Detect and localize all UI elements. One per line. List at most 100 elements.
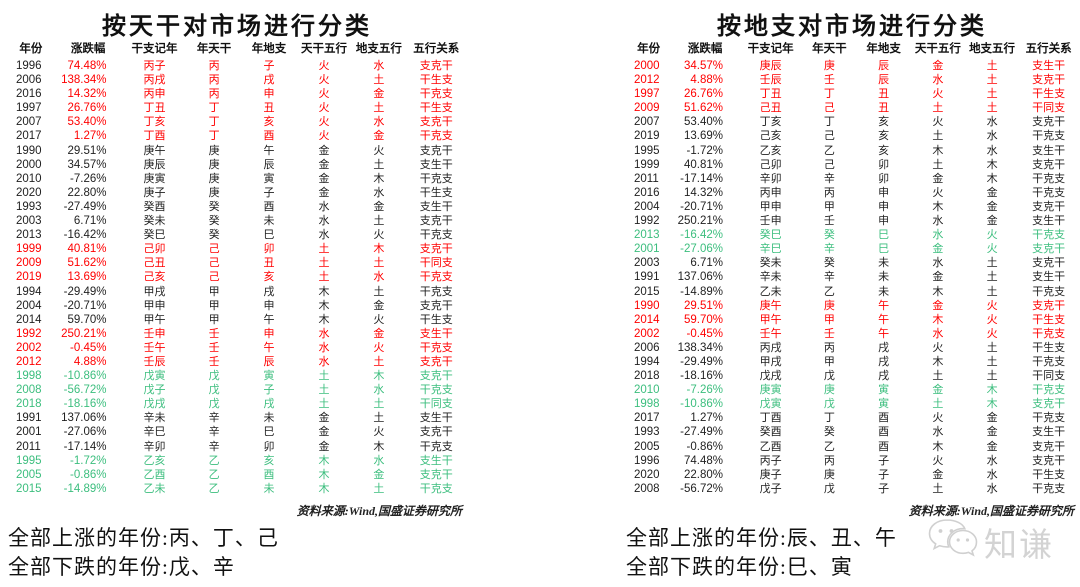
table-cell: 土 bbox=[986, 257, 998, 270]
year-cell: 2018 bbox=[16, 398, 42, 411]
table-cell: 辛 bbox=[823, 271, 835, 284]
table-cell: 己 bbox=[823, 102, 835, 115]
table-cell: 木 bbox=[932, 440, 944, 453]
table-cell: 火 bbox=[986, 243, 998, 256]
table-cell: 己亥 bbox=[143, 271, 166, 284]
table-cell: 辛卯 bbox=[759, 172, 782, 185]
table-cell: 庚午 bbox=[143, 144, 166, 157]
year-cell: 2005 bbox=[634, 440, 660, 453]
table-row: 2019 13.69% 己亥己亥土水干克支 bbox=[8, 270, 466, 284]
table-cell: 支生干 bbox=[419, 158, 453, 171]
all-down-years-note: 全部下跌的年份:戊、辛 bbox=[8, 555, 235, 579]
table-cell: 支克干 bbox=[419, 370, 453, 383]
table-row: 2008 -56.72% 戊子戊子土水干克支 bbox=[8, 383, 466, 397]
year-cell: 1991 bbox=[634, 271, 660, 284]
table-cell: 土 bbox=[373, 355, 385, 368]
table-row: 1998 -10.86% 戊寅戊寅土木支克干 bbox=[8, 369, 466, 383]
table-cell: 支克干 bbox=[419, 243, 453, 256]
table-cell: 支克干 bbox=[419, 426, 453, 439]
table-cell: 土 bbox=[373, 102, 385, 115]
table-row: 1997 26.76% 丁丑丁丑火土干生支 bbox=[8, 101, 466, 115]
year-cell: 1996 bbox=[16, 60, 42, 72]
table-cell: 干克支 bbox=[1032, 355, 1066, 368]
table-cell: 支克干 bbox=[1032, 454, 1066, 467]
table-cell: 亥 bbox=[263, 271, 275, 284]
year-cell: 1995 bbox=[16, 454, 42, 467]
table-cell: 木 bbox=[932, 313, 944, 326]
year-cell: 2005 bbox=[16, 468, 42, 481]
table-cell: 酉 bbox=[263, 468, 275, 481]
table-cell: 金 bbox=[932, 299, 944, 312]
table-cell: 土 bbox=[373, 398, 385, 411]
table-cell: 土 bbox=[373, 158, 385, 171]
table-cell: -56.72% bbox=[63, 384, 107, 397]
table-cell: 干克支 bbox=[419, 88, 453, 101]
table-cell: 支克干 bbox=[1032, 74, 1066, 87]
table-cell: 卯 bbox=[878, 158, 890, 171]
table-cell: 亥 bbox=[878, 144, 890, 157]
table-row: 1998 -10.86% 戊寅戊寅土木支克干 bbox=[626, 397, 1078, 411]
table-cell: 申 bbox=[263, 299, 275, 312]
table-row: 2000 34.57% 庚辰庚辰金土支生干 bbox=[626, 59, 1078, 73]
year-cell: 2012 bbox=[16, 355, 42, 368]
table-cell: 水 bbox=[373, 186, 385, 199]
table-cell: 支生干 bbox=[1032, 215, 1066, 228]
table-cell: 29.51% bbox=[683, 299, 723, 312]
table-cell: 13.69% bbox=[683, 130, 723, 143]
table-cell: -7.26% bbox=[70, 172, 107, 185]
table-cell: 己亥 bbox=[759, 130, 782, 143]
watermark-text: 知谦 bbox=[984, 527, 1054, 564]
table-cell: 土 bbox=[373, 482, 385, 495]
table-cell: 土 bbox=[986, 341, 998, 354]
table-cell: 己 bbox=[208, 243, 220, 256]
table-cell: 子 bbox=[878, 482, 890, 495]
table-cell: 乙亥 bbox=[759, 144, 782, 157]
table-row: 2019 13.69% 己亥己亥土水干克支 bbox=[626, 129, 1078, 143]
table-cell: 乙 bbox=[823, 440, 835, 453]
col-header-stem: 年天干 bbox=[196, 43, 232, 55]
table-cell: 土 bbox=[373, 412, 385, 425]
table-cell: 6.71% bbox=[73, 215, 107, 228]
table-cell: 己丑 bbox=[759, 102, 782, 115]
table-cell: 亥 bbox=[263, 454, 275, 467]
table-row: 2011 -17.14% 辛卯辛卯金木干克支 bbox=[8, 440, 466, 454]
year-cell: 1990 bbox=[634, 299, 660, 312]
table-cell: 土 bbox=[932, 398, 944, 411]
table-cell: 癸 bbox=[823, 257, 835, 270]
table-cell: 戊 bbox=[208, 398, 220, 411]
table-row: 1993 -27.49% 癸酉癸酉水金支生干 bbox=[8, 200, 466, 214]
table-row: 1997 26.76% 丁丑丁丑火土干生支 bbox=[626, 87, 1078, 101]
table-row: 2005 -0.86% 乙酉乙酉木金支克干 bbox=[626, 440, 1078, 454]
table-cell: 己卯 bbox=[759, 158, 782, 171]
table-cell: 午 bbox=[263, 341, 275, 354]
table-cell: 金 bbox=[986, 440, 998, 453]
table-cell: -27.06% bbox=[680, 243, 723, 256]
table-cell: 戌 bbox=[878, 355, 890, 368]
table-cell: 乙未 bbox=[759, 285, 782, 298]
table-cell: 辛 bbox=[823, 172, 835, 185]
year-cell: 1994 bbox=[634, 355, 660, 368]
table-cell: 支生干 bbox=[419, 412, 453, 425]
table-cell: 火 bbox=[986, 299, 998, 312]
table-cell: 戊 bbox=[823, 482, 835, 495]
year-cell: 2002 bbox=[16, 341, 42, 354]
year-cell: 2014 bbox=[634, 313, 660, 326]
table-cell: 戊子 bbox=[143, 384, 166, 397]
col-header-relation: 五行关系 bbox=[1025, 43, 1072, 55]
table-cell: 木 bbox=[318, 285, 330, 298]
year-cell: 1999 bbox=[16, 243, 42, 256]
table-cell: 寅 bbox=[263, 370, 275, 383]
table-cell: 土 bbox=[932, 370, 944, 383]
table-cell: 土 bbox=[373, 257, 385, 270]
table-cell: 庚子 bbox=[143, 186, 166, 199]
table-cell: 乙 bbox=[208, 482, 220, 495]
table-cell: 癸酉 bbox=[143, 200, 166, 213]
col-header-change: 涨跌幅 bbox=[70, 43, 106, 55]
table-cell: -0.45% bbox=[686, 327, 723, 340]
table-cell: 22.80% bbox=[67, 186, 107, 199]
table-cell: 金 bbox=[318, 144, 330, 157]
year-cell: 1993 bbox=[16, 200, 42, 213]
table-cell: 土 bbox=[318, 384, 330, 397]
table-row: 2002 -0.45% 壬午壬午水火干克支 bbox=[626, 327, 1078, 341]
table-cell: 干同支 bbox=[419, 257, 453, 270]
